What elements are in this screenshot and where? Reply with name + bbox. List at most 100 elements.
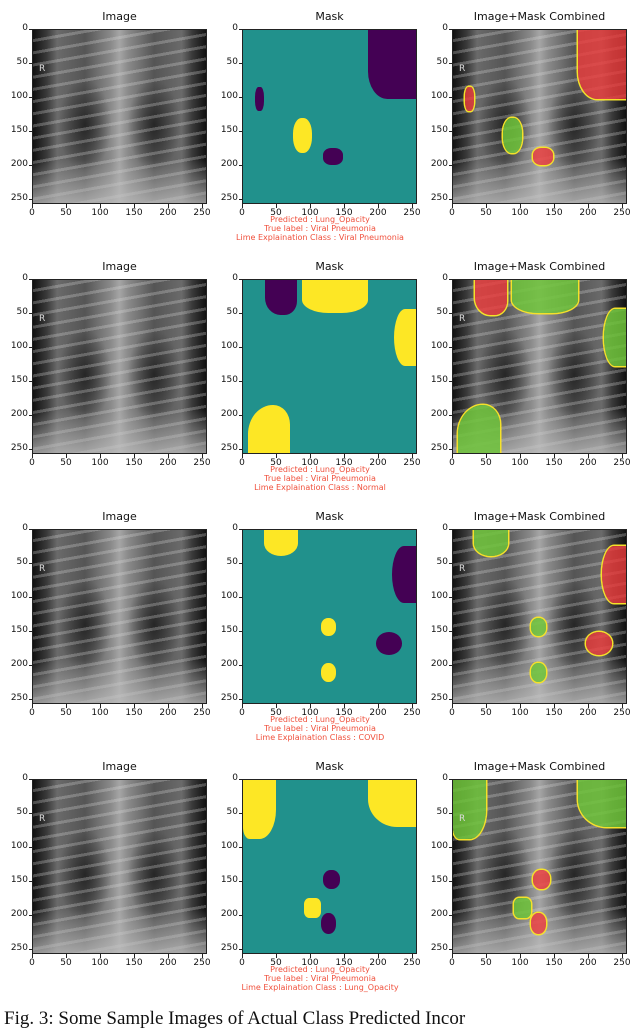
y-tick-label: 100 (420, 841, 453, 851)
supporting-region-overlay (530, 618, 547, 636)
panel-title: Mask (315, 260, 344, 273)
x-tick-label: 100 (508, 204, 532, 218)
mask-plot (242, 779, 417, 954)
xray-image: R (452, 779, 627, 954)
true-label-text: True label : Viral Pneumonia (264, 974, 376, 983)
x-tick-label: 50 (54, 204, 78, 218)
y-tick-label: 200 (0, 909, 33, 919)
y-tick-label: 50 (0, 557, 33, 567)
negative-region (322, 147, 344, 165)
x-tick-label: 250 (610, 204, 634, 218)
true-label-text: True label : Viral Pneumonia (264, 724, 376, 733)
x-tick-label: 250 (400, 704, 424, 718)
x-tick-label: 100 (508, 454, 532, 468)
opposing-region-overlay (577, 30, 626, 100)
mask-plot (242, 529, 417, 704)
positive-region (303, 897, 321, 919)
x-tick-label: 200 (576, 454, 600, 468)
positive-region (243, 780, 276, 839)
x-tick-label: 50 (264, 204, 288, 218)
y-tick-label: 0 (420, 773, 453, 783)
x-tick-label: 250 (190, 204, 214, 218)
y-tick-label: 250 (0, 193, 33, 203)
y-tick-label: 100 (420, 341, 453, 351)
x-tick-label: 0 (20, 704, 44, 718)
combined-panel: Image+Mask Combined R 0 0 50 50 100 100 150 150 20… (420, 758, 631, 973)
y-tick-label: 250 (210, 943, 243, 953)
x-tick-label: 250 (400, 954, 424, 968)
panel-title: Image+Mask Combined (473, 760, 606, 773)
panel-title: Image+Mask Combined (473, 510, 606, 523)
x-tick-label: 0 (20, 204, 44, 218)
combined-panel: Image+Mask Combined R 0 0 50 50 100 100 150 150 20… (420, 258, 631, 473)
xray-image: R (452, 279, 627, 454)
combined-panel: Image+Mask Combined R 0 0 50 50 100 100 150 150 20… (420, 8, 631, 223)
y-tick-label: 150 (0, 375, 33, 385)
positive-region (248, 404, 290, 453)
figure-row: Image R 0 0 50 50 100 100 150 150 200 200 250 250 Mask… (0, 258, 640, 508)
x-tick-label: 0 (230, 704, 254, 718)
negative-region (320, 913, 337, 934)
panel-title: Image (102, 510, 137, 523)
y-tick-label: 150 (210, 625, 243, 635)
x-tick-label: 150 (332, 204, 356, 218)
y-tick-label: 150 (420, 125, 453, 135)
x-tick-label: 0 (230, 204, 254, 218)
figure-row: Image R 0 0 50 50 100 100 150 150 200 200 250 250 Mask… (0, 8, 640, 258)
y-tick-label: 50 (210, 307, 243, 317)
orientation-marker: R (39, 814, 46, 824)
orientation-marker: R (459, 814, 466, 824)
x-tick-label: 100 (508, 704, 532, 718)
y-tick-label: 0 (420, 23, 453, 33)
x-tick-label: 150 (332, 954, 356, 968)
y-tick-label: 100 (0, 91, 33, 101)
lime-class-text: Lime Explaination Class : COVID (255, 733, 385, 742)
panel-title: Image (102, 760, 137, 773)
x-tick-label: 200 (366, 454, 390, 468)
panel-title: Mask (315, 760, 344, 773)
y-tick-label: 150 (0, 125, 33, 135)
x-tick-label: 0 (230, 454, 254, 468)
y-tick-label: 200 (420, 909, 453, 919)
panel-title: Mask (315, 510, 344, 523)
y-tick-label: 200 (210, 659, 243, 669)
y-tick-label: 250 (420, 943, 453, 953)
x-tick-label: 250 (610, 954, 634, 968)
figure-caption: Fig. 3: Some Sample Images of Actual Cla… (4, 1008, 466, 1029)
y-tick-label: 200 (420, 659, 453, 669)
xray-image: R (452, 29, 627, 204)
negative-region (391, 545, 416, 603)
x-tick-label: 50 (474, 454, 498, 468)
supporting-region-overlay (473, 530, 509, 556)
figure-row: Image R 0 0 50 50 100 100 150 150 200 200 250 250 Mask… (0, 508, 640, 758)
panel-title: Mask (315, 10, 344, 23)
x-tick-label: 50 (264, 454, 288, 468)
supporting-region-overlay (603, 309, 626, 367)
y-tick-label: 100 (210, 91, 243, 101)
panel-title: Image+Mask Combined (473, 260, 606, 273)
x-tick-label: 100 (88, 704, 112, 718)
x-tick-label: 100 (88, 954, 112, 968)
x-tick-label: 250 (400, 204, 424, 218)
xray-image: R (32, 529, 207, 704)
positive-region (263, 530, 299, 556)
x-tick-label: 200 (576, 204, 600, 218)
figure-row: Image R 0 0 50 50 100 100 150 150 200 200 250 250 Mask… (0, 758, 640, 1008)
combined-panel: Image+Mask Combined R 0 0 50 50 100 100 150 150 20… (420, 508, 631, 723)
positive-region (301, 280, 368, 313)
mask-panel: Mask 0 0 50 50 100 100 150 150 200 200 250 250 (210, 508, 421, 723)
x-tick-label: 200 (156, 704, 180, 718)
x-tick-label: 150 (542, 704, 566, 718)
x-tick-label: 0 (230, 954, 254, 968)
true-label-text: True label : Viral Pneumonia (264, 474, 376, 483)
prediction-labels: Predicted : Lung_Opacity True label : Vir… (210, 215, 430, 242)
orientation-marker: R (459, 64, 466, 74)
x-tick-label: 100 (88, 454, 112, 468)
xray-image: R (32, 29, 207, 204)
negative-region (322, 869, 340, 889)
y-tick-label: 50 (210, 807, 243, 817)
lime-class-text: Lime Explaination Class : Normal (254, 483, 386, 492)
image-panel: Image R 0 0 50 50 100 100 150 150 200 200 250 250 (0, 508, 211, 723)
y-tick-label: 0 (0, 273, 33, 283)
y-tick-label: 100 (420, 91, 453, 101)
